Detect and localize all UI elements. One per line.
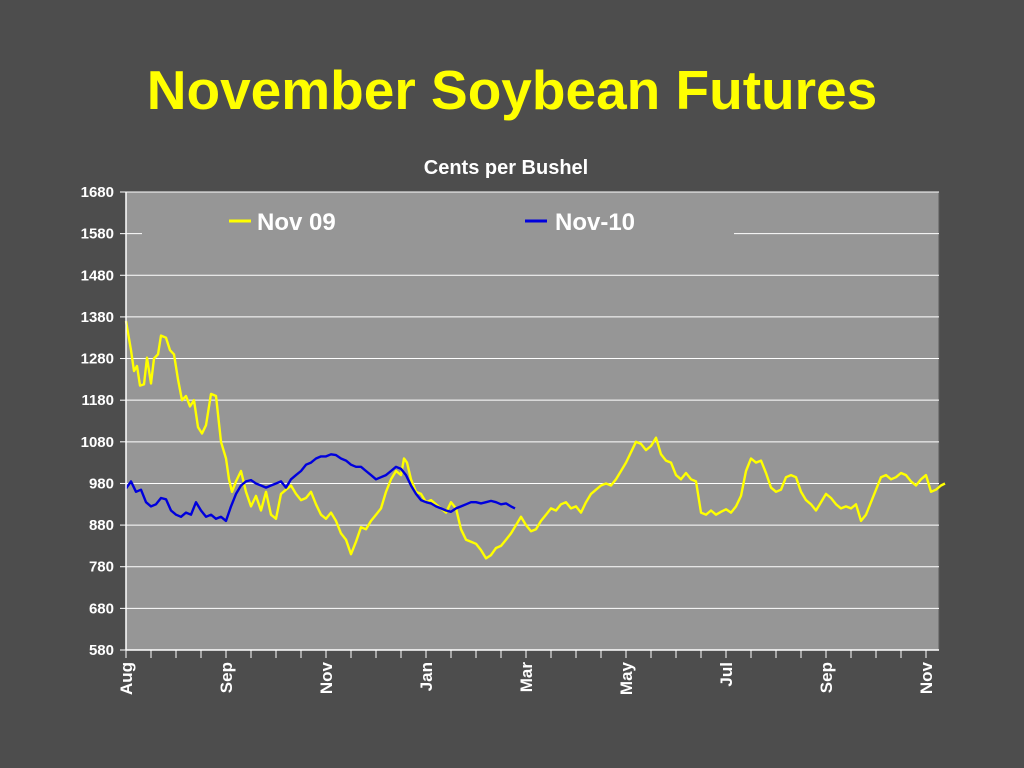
x-tick-label: May [617,661,636,695]
legend-label: Nov-10 [555,209,635,236]
y-tick-label: 880 [89,517,114,534]
x-tick-label: Sep [217,662,236,693]
legend-label: Nov 09 [257,209,336,236]
series-layer [124,320,946,560]
y-tick-label: 1180 [81,392,114,409]
y-tick-label: 980 [89,475,114,492]
y-tick-label: 680 [89,600,114,617]
y-tick-label: 1380 [81,309,114,326]
y-tick-label: 780 [89,559,114,576]
x-tick-label: Nov [917,661,936,694]
x-tick-label: Sep [817,662,836,693]
x-tick-label: Aug [117,662,136,695]
slide-title: November Soybean Futures [146,59,878,121]
plot-area [125,191,940,651]
legend: Nov 09 Nov-10 [142,199,734,236]
x-tick-label: Nov [317,661,336,694]
y-tick-label: 1480 [81,267,114,284]
legend-box [142,199,734,235]
series-line-nov-09 [124,320,946,560]
x-tick-label: Mar [517,662,536,693]
x-tick-label: Jan [417,662,436,691]
y-tick-label: 1080 [81,434,114,451]
axes: 580 680 780 880 980 1080 1180 1280 1380 1480 1580 1… [81,184,939,695]
chart-subtitle: Cents per Bushel [424,157,588,179]
y-tick-label: 1280 [81,351,114,368]
x-tick-label: Jul [717,662,736,687]
series-line-nov-10 [125,453,516,523]
y-tick-label: 580 [89,642,114,659]
y-tick-label: 1680 [81,184,114,201]
y-tick-label: 1580 [81,226,114,243]
